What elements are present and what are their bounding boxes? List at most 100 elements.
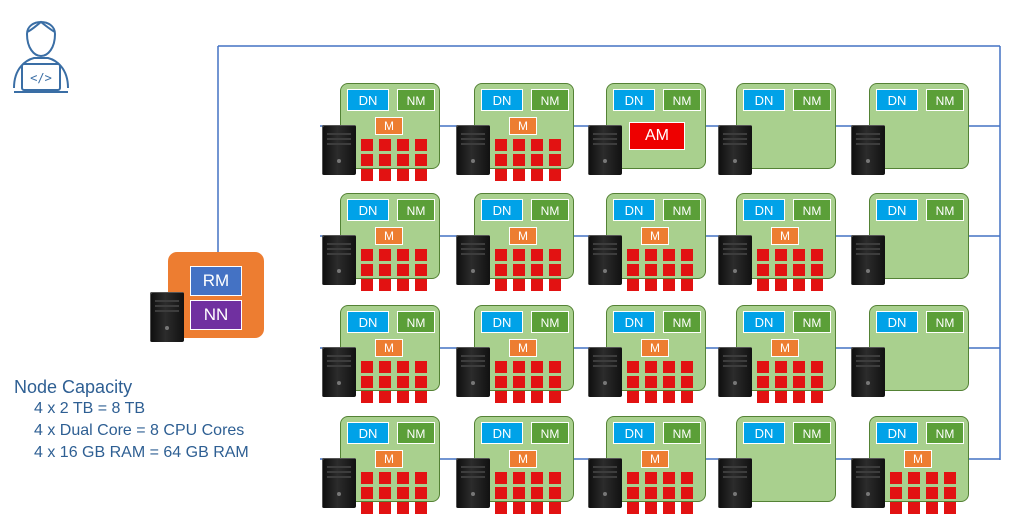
resource-slot: [361, 391, 373, 403]
resource-slot: [361, 154, 373, 166]
worker-node: DN NM M: [474, 193, 574, 291]
worker-node: DN NM M: [474, 416, 574, 514]
node-manager-label: NM: [663, 311, 701, 333]
resource-slot: [513, 472, 525, 484]
resource-slot: [926, 502, 938, 514]
resource-slot: [495, 487, 507, 499]
container-label: M: [641, 227, 669, 245]
resource-slot: [663, 376, 675, 388]
data-node-label: DN: [743, 422, 785, 444]
container-label: M: [641, 339, 669, 357]
data-node-label: DN: [613, 311, 655, 333]
resource-slot: [495, 169, 507, 181]
resource-slot: [361, 169, 373, 181]
worker-node: DN NM: [869, 193, 969, 279]
resource-slot: [531, 502, 543, 514]
resource-slot: [513, 376, 525, 388]
server-tower-icon: [718, 347, 752, 397]
node-manager-label: NM: [397, 311, 435, 333]
resource-slot: [415, 169, 427, 181]
resource-slot: [361, 502, 373, 514]
data-node-label: DN: [743, 311, 785, 333]
resource-slot: [645, 279, 657, 291]
resource-slot: [811, 361, 823, 373]
resource-slot: [793, 249, 805, 261]
resource-slot: [645, 502, 657, 514]
resource-slot: [627, 487, 639, 499]
resource-slot: [681, 472, 693, 484]
resource-slot: [513, 487, 525, 499]
container-label: M: [509, 117, 537, 135]
node-manager-label: NM: [663, 199, 701, 221]
container-label: M: [375, 117, 403, 135]
resource-slot: [890, 487, 902, 499]
worker-node: DN NM: [736, 416, 836, 502]
server-tower-icon: [851, 347, 885, 397]
server-tower-icon: [456, 125, 490, 175]
data-node-label: DN: [481, 89, 523, 111]
worker-node: DN NM M: [869, 416, 969, 514]
server-tower-icon: [456, 458, 490, 508]
developer-laptop-icon: </>: [13, 20, 69, 93]
container-label: M: [771, 339, 799, 357]
resource-slot: [549, 502, 561, 514]
worker-node: DN NM M: [606, 193, 706, 291]
resource-slot: [513, 154, 525, 166]
resource-slot: [757, 361, 769, 373]
resource-slot: [944, 487, 956, 499]
app-master-label: AM: [629, 122, 685, 150]
resource-slot: [811, 391, 823, 403]
resource-slot: [379, 249, 391, 261]
resource-slot: [379, 279, 391, 291]
resource-slot: [495, 376, 507, 388]
resource-slot: [663, 502, 675, 514]
container-label: M: [509, 339, 537, 357]
resource-slot: [379, 154, 391, 166]
node-manager-label: NM: [531, 422, 569, 444]
resource-slot: [531, 391, 543, 403]
resource-slot: [663, 361, 675, 373]
resource-slot: [415, 154, 427, 166]
resource-slot: [775, 249, 787, 261]
resource-slot: [890, 502, 902, 514]
resource-slot: [549, 249, 561, 261]
worker-node: DN NM M: [340, 305, 440, 403]
resource-slot: [793, 264, 805, 276]
resource-slot: [397, 376, 409, 388]
resource-slot: [681, 264, 693, 276]
resource-slot: [663, 472, 675, 484]
worker-node: DN NM: [869, 83, 969, 169]
container-label: M: [375, 339, 403, 357]
node-manager-label: NM: [793, 89, 831, 111]
resource-slot: [531, 472, 543, 484]
server-tower-icon: [851, 235, 885, 285]
worker-node: DN NM M: [474, 305, 574, 403]
resource-slot: [495, 472, 507, 484]
resource-slot: [944, 472, 956, 484]
data-node-label: DN: [347, 89, 389, 111]
container-label: M: [771, 227, 799, 245]
resource-slot: [397, 487, 409, 499]
resource-slot: [793, 361, 805, 373]
node-manager-label: NM: [793, 199, 831, 221]
node-manager-label: NM: [397, 89, 435, 111]
resource-slot: [361, 472, 373, 484]
resource-slot: [531, 376, 543, 388]
resource-slot: [811, 376, 823, 388]
container-label: M: [904, 450, 932, 468]
server-tower-icon: [851, 125, 885, 175]
resource-slot: [415, 487, 427, 499]
resource-slot: [513, 139, 525, 151]
server-tower-icon: [456, 347, 490, 397]
resource-slot: [415, 361, 427, 373]
resource-slot: [549, 279, 561, 291]
server-tower-icon: [588, 125, 622, 175]
server-tower-icon: [718, 235, 752, 285]
resource-slot: [495, 139, 507, 151]
resource-slot: [627, 279, 639, 291]
resource-slot: [549, 376, 561, 388]
resource-slot: [681, 361, 693, 373]
resource-manager-label: RM: [190, 266, 242, 296]
node-manager-label: NM: [531, 199, 569, 221]
resource-slot: [627, 376, 639, 388]
